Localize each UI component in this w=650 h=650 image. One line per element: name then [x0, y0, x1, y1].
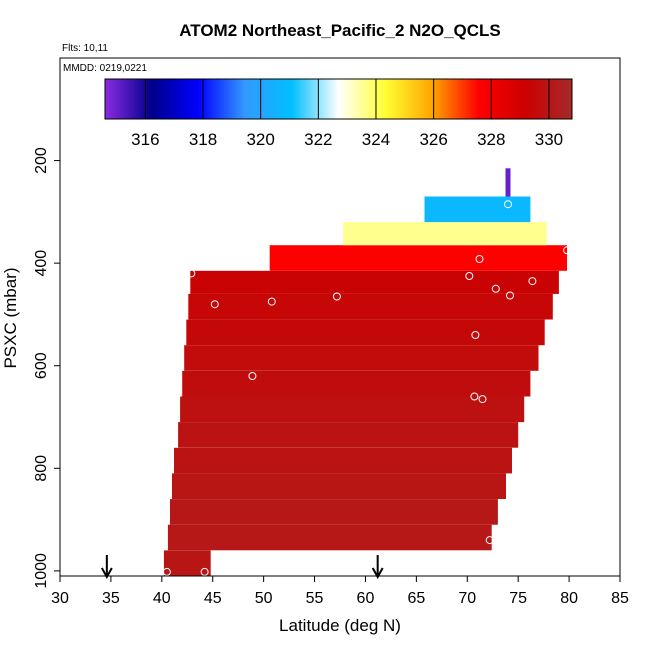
heatmap-band-12 — [269, 245, 567, 271]
colorbar-tick-label-3: 322 — [304, 130, 332, 149]
x-tick-label-5: 55 — [306, 590, 324, 607]
flight-marker-arrow-1 — [371, 555, 384, 580]
colorbar-tick-label-7: 330 — [535, 130, 563, 149]
plot-frame — [59, 57, 621, 577]
heatmap-band-9 — [186, 319, 545, 346]
heatmap-band-0 — [163, 550, 211, 576]
observation-point-1 — [200, 567, 209, 576]
heatmap-cells — [163, 168, 567, 576]
heatmap-band-11 — [190, 270, 559, 294]
heatmap-band-14 — [424, 196, 531, 223]
y-tick-label-1: 400 — [33, 250, 50, 277]
flight-markers — [100, 555, 384, 580]
heatmap-band-1 — [167, 524, 492, 551]
heatmap-band-2 — [170, 499, 498, 525]
observation-points — [162, 200, 572, 576]
observation-point-15 — [478, 395, 487, 404]
y-tick-label-3: 800 — [33, 455, 50, 482]
y-axis: 200 400 600 800 1000 — [33, 147, 60, 589]
colorbar-gradient — [104, 78, 573, 120]
heatmap-band-10 — [188, 293, 553, 320]
x-tick-label-3: 45 — [204, 590, 222, 607]
x-tick-label-8: 70 — [458, 590, 476, 607]
observation-point-4 — [248, 372, 257, 380]
observation-point-0 — [162, 567, 171, 576]
y-tick-label-4: 1000 — [33, 553, 50, 589]
heatmap-band-7 — [182, 370, 531, 397]
heatmap-band-3 — [172, 473, 506, 499]
heatmap-band-5 — [178, 422, 519, 448]
x-tick-label-11: 85 — [611, 590, 629, 607]
colorbar-tick-label-6: 328 — [477, 130, 505, 149]
colorbar-tick-label-1: 318 — [189, 130, 217, 149]
observation-point-13 — [471, 331, 480, 339]
observation-point-5 — [267, 297, 276, 306]
x-tick-label-1: 35 — [102, 590, 120, 607]
y-axis-label: PSXC (mbar) — [1, 267, 20, 368]
flight-marker-arrow-0 — [100, 555, 113, 580]
x-tick-label-0: 30 — [51, 590, 69, 607]
flights-annotation: Flts: 10,11 — [62, 43, 108, 54]
x-tick-label-9: 75 — [509, 590, 527, 607]
observation-point-17 — [485, 536, 494, 545]
x-axis-label: Latitude (deg N) — [279, 616, 401, 635]
observation-point-16 — [504, 200, 512, 209]
heatmap-band-8 — [184, 345, 539, 371]
heatmap-band-13 — [343, 222, 547, 246]
x-tick-label-2: 40 — [153, 590, 171, 607]
heatmap-band-6 — [180, 396, 525, 423]
x-tick-label-10: 80 — [560, 590, 578, 607]
chart-title: ATOM2 Northeast_Pacific_2 N2O_QCLS — [179, 21, 501, 40]
heatmap-band-4 — [174, 447, 512, 474]
y-tick-label-0: 200 — [33, 147, 50, 174]
y-tick-label-2: 600 — [33, 352, 50, 379]
observation-point-7 — [465, 272, 474, 280]
x-tick-label-4: 50 — [255, 590, 273, 607]
colorbar-tick-label-2: 320 — [246, 130, 274, 149]
observation-point-14 — [470, 392, 479, 401]
dates-annotation: MMDD: 0219,0221 — [63, 63, 147, 74]
x-tick-label-7: 65 — [407, 590, 425, 607]
observation-point-11 — [528, 277, 537, 286]
observation-point-9 — [491, 284, 500, 293]
colorbar-tick-label-0: 316 — [131, 130, 159, 149]
observation-point-8 — [475, 255, 484, 263]
profile-segment — [505, 168, 511, 197]
observation-point-12 — [563, 246, 572, 255]
x-axis: 30 35 40 45 50 55 60 65 70 75 80 85 — [51, 576, 629, 607]
observation-point-6 — [332, 292, 341, 301]
colorbar: 316 318 320 322 324 326 328 330 — [104, 78, 573, 149]
colorbar-tick-label-4: 324 — [362, 130, 390, 149]
observation-point-10 — [506, 291, 514, 300]
colorbar-tick-label-5: 326 — [419, 130, 447, 149]
observation-point-2 — [187, 269, 196, 278]
observation-point-3 — [210, 300, 219, 309]
x-tick-label-6: 60 — [357, 590, 375, 607]
